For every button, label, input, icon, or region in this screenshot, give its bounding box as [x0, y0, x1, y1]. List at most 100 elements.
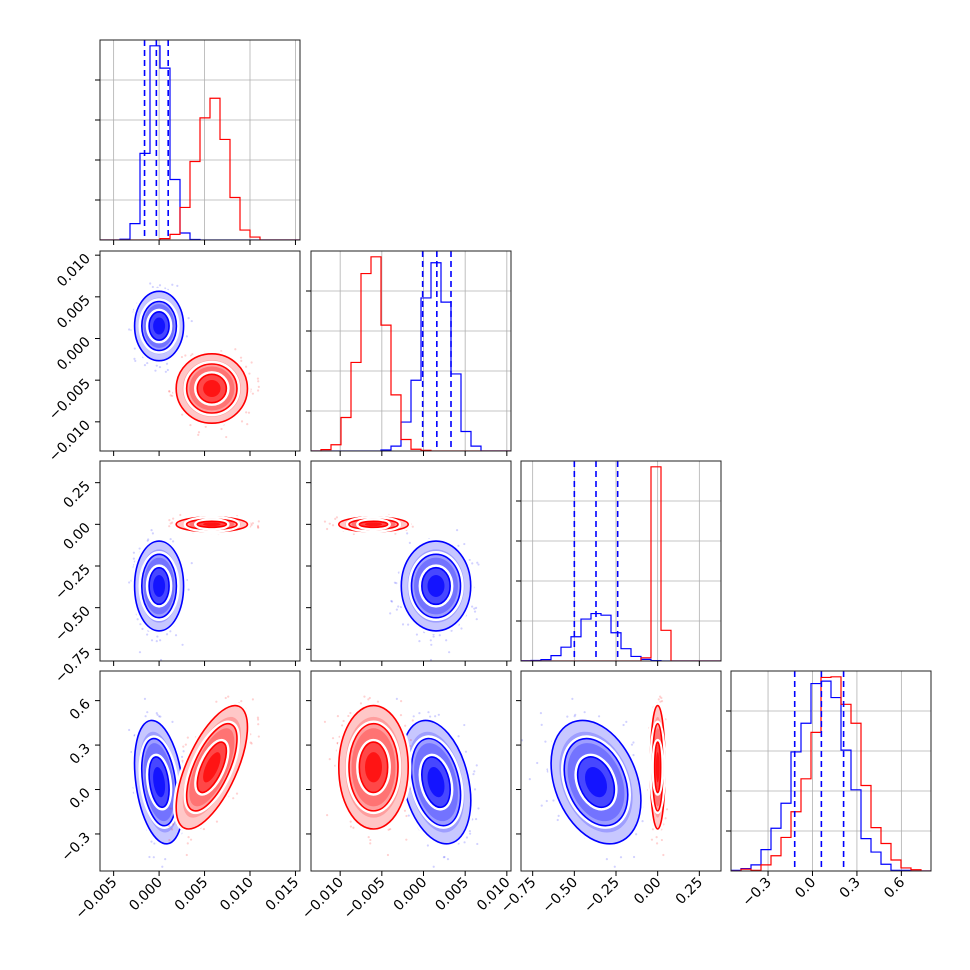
- scatter-point: [134, 359, 137, 363]
- scatter-point: [251, 522, 255, 525]
- contour-halo-1: [183, 515, 241, 533]
- scatter-point: [197, 433, 200, 436]
- y-tick-label: −0.010: [46, 417, 94, 465]
- scatter-point: [397, 605, 400, 608]
- scatter-point: [460, 627, 463, 630]
- scatter-point: [240, 359, 243, 362]
- scatter-point: [475, 618, 478, 621]
- scatter-point: [146, 633, 149, 636]
- scatter-point: [150, 529, 153, 532]
- scatter-point: [155, 639, 158, 643]
- y-tick-label: −0.005: [46, 376, 94, 424]
- y-tick-label: −0.50: [52, 603, 94, 645]
- contour-line-0: [133, 540, 185, 632]
- panel-1-1: [306, 250, 512, 456]
- scatter-point: [181, 413, 184, 416]
- scatter-point: [256, 389, 260, 392]
- scatter-point: [438, 634, 441, 637]
- scatter-point: [180, 355, 184, 359]
- scatter-point: [475, 606, 478, 609]
- scatter-point: [143, 364, 147, 367]
- scatter-point: [257, 385, 260, 388]
- scatter-point: [257, 380, 260, 383]
- scatter-point: [197, 431, 201, 434]
- scatter-point: [165, 633, 169, 636]
- scatter-point: [471, 605, 474, 608]
- scatter-point: [225, 435, 228, 439]
- panel-2-1: [306, 460, 512, 666]
- panel-frame: [310, 250, 512, 452]
- scatter-point: [190, 319, 193, 323]
- scatter-point: [172, 517, 175, 520]
- contour-line-2: [148, 311, 170, 341]
- scatter-point: [171, 540, 175, 543]
- scatter-point: [132, 551, 135, 554]
- scatter-point: [168, 389, 171, 393]
- scatter-point: [151, 532, 154, 535]
- scatter-point: [136, 618, 139, 621]
- scatter-point: [128, 328, 131, 331]
- scatter-point: [155, 364, 158, 367]
- contour-halo-0: [131, 537, 187, 635]
- scatter-point: [476, 561, 479, 564]
- scatter-point: [158, 284, 162, 287]
- scatter-point: [418, 639, 421, 643]
- scatter-point: [156, 635, 159, 638]
- y-tick-label: −0.75: [52, 645, 94, 687]
- density-level-4: [153, 317, 166, 335]
- scatter-point: [239, 356, 243, 359]
- scatter-point: [171, 394, 174, 398]
- density-blue: [131, 288, 187, 364]
- scatter-point: [432, 635, 435, 638]
- scatter-point: [141, 627, 144, 630]
- y-tick-label: 0.010: [54, 251, 94, 291]
- hist-red-0: [100, 97, 300, 240]
- scatter-point: [256, 377, 260, 380]
- hist-red-1: [311, 256, 511, 451]
- scatter-point: [390, 600, 394, 603]
- scatter-point: [179, 513, 182, 517]
- scatter-point: [166, 368, 169, 372]
- contour-halo-0: [172, 350, 251, 427]
- contour-halo-2: [145, 308, 173, 344]
- scatter-point: [139, 623, 142, 626]
- scatter-point: [164, 370, 167, 373]
- y-tick-label: 0.00: [60, 520, 93, 553]
- scatter-point: [429, 658, 433, 661]
- scatter-point: [471, 562, 474, 565]
- contour-halo-0: [172, 513, 251, 535]
- contour-halo-2: [194, 371, 230, 406]
- scatter-point: [248, 372, 251, 375]
- scatter-point: [138, 651, 142, 654]
- scatter-point: [146, 361, 149, 365]
- scatter-point: [154, 369, 157, 372]
- scatter-point: [463, 542, 466, 546]
- density-red: [172, 513, 251, 535]
- scatter-point: [257, 526, 260, 529]
- scatter-point: [244, 365, 248, 368]
- hist-blue-1: [311, 262, 511, 451]
- contour-halo-1: [138, 551, 180, 621]
- scatter-point: [251, 392, 255, 395]
- scatter-point: [445, 639, 448, 642]
- scatter-point: [257, 520, 260, 523]
- scatter-point: [406, 532, 409, 535]
- scatter-point: [250, 523, 253, 527]
- scatter-point: [240, 420, 244, 423]
- scatter-point: [151, 285, 154, 289]
- scatter-point: [190, 561, 193, 565]
- scatter-point: [401, 623, 405, 626]
- scatter-point: [187, 317, 190, 320]
- contour-line-0: [175, 352, 249, 425]
- scatter-point: [234, 348, 237, 351]
- density-level-4: [203, 380, 221, 397]
- scatter-point: [138, 547, 141, 550]
- scatter-point: [204, 425, 207, 428]
- scatter-point: [256, 525, 260, 529]
- scatter-point: [185, 335, 188, 338]
- scatter-point: [393, 581, 397, 584]
- scatter-point: [246, 422, 249, 426]
- contour-line-2: [148, 566, 170, 606]
